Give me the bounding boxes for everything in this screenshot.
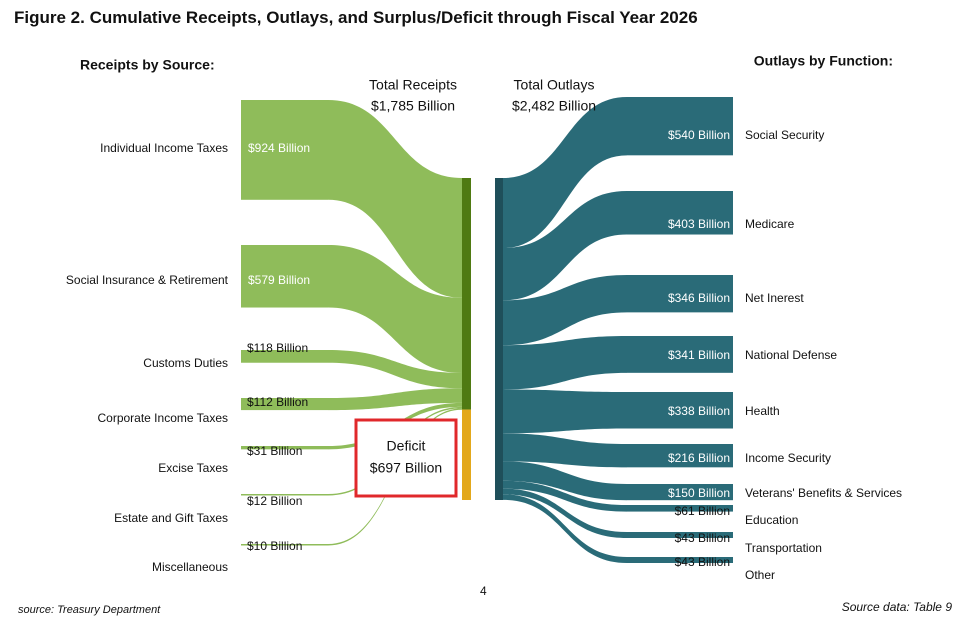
outlay-value-net-inerest: $346 Billion bbox=[668, 291, 730, 305]
outlay-value-income-security: $216 Billion bbox=[668, 451, 730, 465]
outlay-label-education: Education bbox=[745, 513, 798, 527]
outlay-value-health: $338 Billion bbox=[668, 404, 730, 418]
receipt-label-excise-taxes: Excise Taxes bbox=[158, 461, 228, 475]
receipt-node-individual-income-taxes bbox=[241, 100, 328, 200]
receipt-node-estate-and-gift-taxes bbox=[241, 494, 328, 496]
outlay-label-net-inerest: Net Inerest bbox=[745, 291, 804, 305]
receipt-value-individual-income-taxes: $924 Billion bbox=[248, 141, 310, 155]
receipt-label-customs-duties: Customs Duties bbox=[143, 356, 228, 370]
receipt-value-customs-duties: $118 Billion bbox=[247, 341, 308, 355]
outlay-value-social-security: $540 Billion bbox=[668, 128, 730, 142]
deficit-label: Deficit bbox=[387, 438, 426, 454]
page-number: 4 bbox=[480, 584, 487, 598]
receipt-value-excise-taxes: $31 Billion bbox=[247, 444, 302, 458]
receipt-flow-individual-income-taxes bbox=[328, 100, 462, 298]
outlay-value-other: $43 Billion bbox=[675, 555, 730, 569]
outlay-value-veterans-benefits-services: $150 Billion bbox=[668, 486, 730, 500]
outlays-bar bbox=[495, 178, 503, 500]
receipt-node-customs-duties bbox=[241, 350, 328, 363]
outlay-value-medicare: $403 Billion bbox=[668, 217, 730, 231]
total-receipts-value: $1,785 Billion bbox=[371, 98, 455, 114]
receipt-value-corporate-income-taxes: $112 Billion bbox=[247, 395, 308, 409]
receipt-label-miscellaneous: Miscellaneous bbox=[152, 560, 228, 574]
outlay-node-education bbox=[627, 505, 733, 512]
outlay-node-transportation bbox=[627, 532, 733, 538]
outlay-label-national-defense: National Defense bbox=[745, 348, 837, 362]
source-data-note: Source data: Table 9 bbox=[841, 600, 952, 614]
receipt-node-miscellaneous bbox=[241, 544, 328, 546]
outlay-flow-net-inerest bbox=[503, 275, 627, 346]
total-receipts-label: Total Receipts bbox=[369, 77, 457, 93]
outlay-flow-veterans-benefits-services bbox=[503, 461, 627, 501]
receipt-value-estate-and-gift-taxes: $12 Billion bbox=[247, 494, 302, 508]
outlay-node-other bbox=[627, 557, 733, 563]
outlay-flow-transportation bbox=[503, 488, 627, 538]
deficit-bar bbox=[462, 409, 471, 500]
outlay-label-transportation: Transportation bbox=[745, 541, 822, 555]
outlay-label-veterans-benefits-services: Veterans' Benefits & Services bbox=[745, 486, 902, 500]
source-note: source: Treasury Department bbox=[18, 604, 161, 616]
receipt-flow-customs-duties bbox=[328, 350, 462, 389]
outlay-node-health bbox=[627, 392, 733, 429]
receipt-label-estate-and-gift-taxes: Estate and Gift Taxes bbox=[114, 511, 228, 525]
outlay-label-other: Other bbox=[745, 568, 775, 582]
outlay-node-income-security bbox=[627, 444, 733, 468]
outlay-flow-medicare bbox=[503, 191, 627, 301]
outlay-flow-income-security bbox=[503, 433, 627, 468]
receipt-value-miscellaneous: $10 Billion bbox=[247, 539, 302, 553]
outlay-label-social-security: Social Security bbox=[745, 128, 824, 142]
deficit-value: $697 Billion bbox=[370, 460, 442, 476]
receipt-node-corporate-income-taxes bbox=[241, 398, 328, 411]
outlay-flow-social-security bbox=[503, 97, 627, 249]
outlay-node-medicare bbox=[627, 191, 733, 235]
outlay-value-education: $61 Billion bbox=[675, 504, 730, 518]
outlay-node-veterans-benefits-services bbox=[627, 484, 733, 501]
outlay-value-national-defense: $341 Billion bbox=[668, 348, 730, 362]
receipt-label-individual-income-taxes: Individual Income Taxes bbox=[100, 141, 228, 155]
outlay-label-health: Health bbox=[745, 404, 780, 418]
outlay-node-social-security bbox=[627, 97, 733, 156]
outlay-flow-health bbox=[503, 389, 627, 434]
outlay-label-medicare: Medicare bbox=[745, 217, 795, 231]
total-outlays-label: Total Outlays bbox=[514, 77, 595, 93]
total-outlays-value: $2,482 Billion bbox=[512, 98, 596, 114]
receipt-node-excise-taxes bbox=[241, 446, 328, 450]
outlay-flow-education bbox=[503, 480, 627, 512]
receipts-heading: Receipts by Source: bbox=[80, 57, 215, 73]
outlay-node-net-inerest bbox=[627, 275, 733, 313]
receipts-bar bbox=[462, 178, 471, 410]
receipt-label-corporate-income-taxes: Corporate Income Taxes bbox=[97, 411, 228, 425]
outlays-heading: Outlays by Function: bbox=[754, 53, 893, 69]
deficit-box bbox=[354, 418, 458, 498]
outlay-node-national-defense bbox=[627, 336, 733, 373]
receipt-flow-social-insurance-retirement bbox=[328, 245, 462, 373]
receipt-label-social-insurance-retirement: Social Insurance & Retirement bbox=[66, 273, 229, 287]
outlay-flow-national-defense bbox=[503, 336, 627, 390]
receipt-flow-corporate-income-taxes bbox=[328, 388, 462, 411]
receipt-value-social-insurance-retirement: $579 Billion bbox=[248, 273, 310, 287]
outlay-value-transportation: $43 Billion bbox=[675, 531, 730, 545]
chart-title: Figure 2. Cumulative Receipts, Outlays, … bbox=[14, 8, 698, 27]
outlay-flow-other bbox=[503, 494, 627, 563]
outlay-label-income-security: Income Security bbox=[745, 451, 831, 465]
receipt-node-social-insurance-retirement bbox=[241, 245, 328, 308]
